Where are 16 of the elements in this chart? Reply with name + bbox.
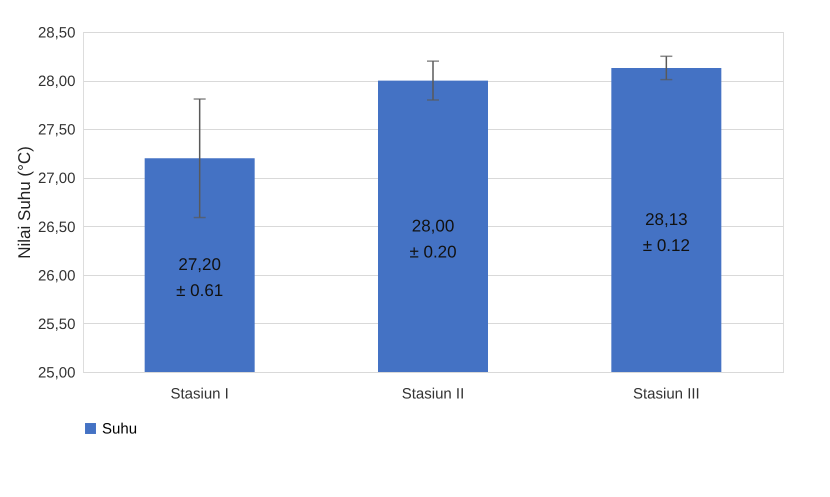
y-tick-label: 25,50 [38, 316, 76, 333]
x-tick-label: Stasiun I [170, 386, 229, 402]
data-label: 28,13 ± 0.12 [642, 210, 690, 255]
y-tick-label: 25,00 [38, 364, 76, 382]
legend-label: Suhu [102, 420, 138, 438]
y-tick-label: 27,00 [38, 170, 76, 188]
data-label: 27,20 ± 0.61 [176, 255, 224, 300]
y-tick-label: 26,50 [38, 218, 76, 236]
y-axis-title: Nilai Suhu (°C) [14, 146, 34, 259]
x-tick-label: Stasiun III [632, 386, 700, 402]
y-tick-label: 28,00 [38, 73, 76, 90]
x-tick-label: Stasiun II [402, 386, 464, 402]
y-tick-label: 26,00 [38, 267, 76, 284]
y-tick-label: 27,50 [38, 122, 76, 139]
data-label: 28,00 ± 0.20 [409, 216, 457, 262]
y-tick-label: 28,50 [38, 24, 76, 42]
